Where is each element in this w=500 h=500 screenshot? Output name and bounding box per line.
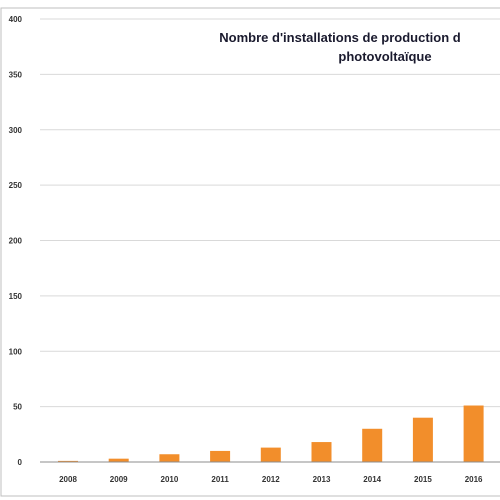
x-tick-label: 2010 (161, 475, 179, 484)
x-tick-labels: 2008 2009 2010 2011 2012 2013 2014 2015 2016 (59, 475, 483, 484)
x-tick-label: 2015 (414, 475, 432, 484)
bar-2011 (210, 450, 231, 462)
gridlines (40, 18, 500, 408)
x-tick-label: 2016 (465, 475, 483, 484)
chart-border (0, 7, 500, 497)
y-tick-label: 0 (18, 458, 23, 467)
bar-2015 (412, 417, 433, 462)
x-tick-label: 2008 (59, 475, 77, 484)
x-tick-label: 2009 (110, 475, 128, 484)
bars (58, 405, 484, 462)
y-tick-label: 150 (9, 292, 23, 301)
y-tick-label: 100 (9, 347, 23, 356)
bar-2013 (311, 442, 332, 462)
x-tick-label: 2014 (363, 475, 381, 484)
y-tick-label: 250 (9, 181, 23, 190)
bar-2009 (108, 458, 129, 462)
x-tick-label: 2012 (262, 475, 280, 484)
y-tick-label: 50 (13, 403, 22, 412)
chart-title-line-2: photovoltaïque (338, 49, 431, 64)
bar-2010 (159, 454, 180, 462)
x-tick-label: 2013 (313, 475, 331, 484)
y-tick-labels: 0 50 100 150 200 250 300 350 400 (9, 15, 23, 467)
y-tick-label: 200 (9, 237, 23, 246)
chart-title-line-1: Nombre d'installations de production d (219, 30, 460, 45)
y-tick-label: 350 (9, 70, 23, 79)
bar-2016 (463, 405, 484, 462)
bar-2014 (362, 428, 383, 462)
y-tick-label: 300 (9, 126, 23, 135)
y-tick-label: 400 (9, 15, 23, 24)
bar-2008 (58, 460, 78, 462)
bar-2012 (260, 447, 281, 462)
x-tick-label: 2011 (211, 475, 229, 484)
